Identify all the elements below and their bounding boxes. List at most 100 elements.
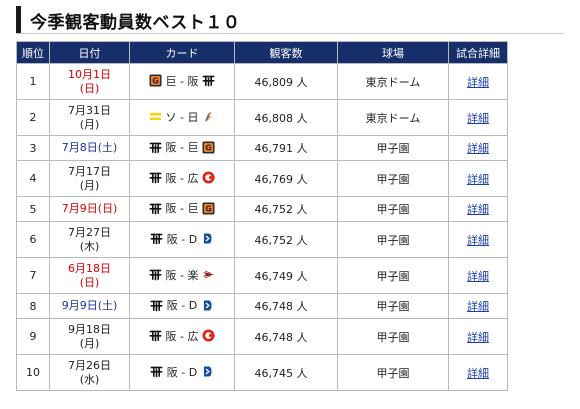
column-header-venue: 球場 — [337, 41, 449, 64]
matchup-text: 阪 - 広 — [165, 329, 199, 343]
rank-cell: 7 — [16, 257, 50, 294]
matchup-text: 阪 - D — [166, 232, 198, 246]
game-detail-link[interactable]: 詳細 — [467, 142, 489, 155]
card-cell: 阪 - 広 — [129, 318, 235, 355]
svg-text:G: G — [152, 77, 159, 86]
attendance-cell: 46,748 人 — [234, 318, 338, 355]
card-cell: 阪 - D — [129, 221, 235, 258]
giants-logo-icon: G — [149, 74, 162, 87]
rank-cell: 9 — [16, 318, 50, 355]
date-text: 7月27日 — [68, 225, 111, 239]
venue-cell: 東京ドーム — [337, 99, 449, 136]
weekday-text: (日) — [79, 81, 100, 95]
carp-logo-icon — [202, 171, 216, 184]
game-detail-link[interactable]: 詳細 — [467, 172, 489, 186]
table-row: 4 7月17日 (月) 阪 - 広 46,769 人甲子園 詳細 — [16, 160, 508, 197]
game-detail-link[interactable]: 詳細 — [467, 203, 489, 216]
date-text: 7月31日 — [68, 103, 111, 117]
matchup: ソ - 日 — [149, 109, 216, 125]
game-detail-link[interactable]: 詳細 — [467, 300, 489, 313]
matchup: 阪 - D — [150, 364, 214, 380]
venue-cell: 甲子園 — [337, 135, 449, 161]
game-detail-link[interactable]: 詳細 — [467, 269, 489, 283]
matchup-text: 阪 - D — [166, 299, 198, 313]
venue-cell: 甲子園 — [337, 318, 449, 355]
table-row: 1 10月1日 (日) G 巨 - 阪 46,809 人東京ドーム 詳細 — [16, 63, 508, 100]
attendance-cell: 46,791 人 — [234, 135, 338, 161]
card-cell: 阪 - D — [129, 354, 235, 391]
attendance-cell: 46,809 人 — [234, 63, 338, 100]
tigers-logo-icon — [150, 365, 163, 378]
fighters-logo-icon — [202, 110, 215, 123]
weekday-text: (木) — [79, 239, 100, 253]
section-header: 今季観客動員数ベスト１０ — [16, 6, 564, 34]
baystars-logo-icon — [201, 232, 214, 245]
page-title: 今季観客動員数ベスト１０ — [30, 13, 241, 33]
date-text: 9月18日 — [68, 322, 111, 336]
card-cell: 阪 - 楽 — [129, 257, 235, 294]
table-row: 7 6月18日 (日) 阪 - 楽 46,749 人甲子園 詳細 — [16, 257, 508, 294]
column-header-detail: 試合詳細 — [448, 41, 508, 64]
detail-cell: 詳細 — [448, 293, 508, 319]
matchup-text: 阪 - 巨 — [165, 202, 199, 216]
weekday-text: (月) — [79, 178, 100, 192]
date-text: 7月17日 — [68, 164, 111, 178]
game-detail-link[interactable]: 詳細 — [467, 111, 489, 125]
game-detail-link[interactable]: 詳細 — [467, 75, 489, 89]
detail-cell: 詳細 — [448, 354, 508, 391]
swallows-logo-icon — [149, 110, 162, 123]
date-cell: 7月27日 (木) — [49, 221, 130, 258]
matchup-text: 阪 - 巨 — [165, 141, 199, 155]
date-text: 7月9日(日) — [61, 202, 118, 215]
table-row: 2 7月31日 (月) ソ - 日 46,808 人東京ドーム 詳細 — [16, 99, 508, 136]
game-detail-link[interactable]: 詳細 — [467, 366, 489, 380]
attendance-cell: 46,752 人 — [234, 221, 338, 258]
game-detail-link[interactable]: 詳細 — [467, 330, 489, 344]
date-cell: 7月17日 (月) — [49, 160, 130, 197]
detail-cell: 詳細 — [448, 135, 508, 161]
date-cell: 6月18日 (日) — [49, 257, 130, 294]
venue-cell: 甲子園 — [337, 160, 449, 197]
table-row: 3 7月8日(土) 阪 - 巨 G 46,791 人甲子園 詳細 — [16, 135, 508, 161]
date-text: 9月9日(土) — [61, 299, 118, 312]
date-cell: 10月1日 (日) — [49, 63, 130, 100]
detail-cell: 詳細 — [448, 196, 508, 222]
date-text: 7月8日(土) — [61, 141, 118, 154]
attendance-cell: 46,752 人 — [234, 196, 338, 222]
matchup: 阪 - D — [150, 231, 214, 247]
date-text: 6月18日 — [68, 261, 111, 275]
tigers-logo-icon — [149, 141, 162, 154]
venue-cell: 甲子園 — [337, 196, 449, 222]
matchup: 阪 - D — [150, 297, 214, 313]
table-row: 10 7月26日 (水) 阪 - D 46,745 人甲子園 詳細 — [16, 354, 508, 391]
matchup: 阪 - 広 — [149, 328, 216, 344]
venue-cell: 甲子園 — [337, 257, 449, 294]
rank-cell: 6 — [16, 221, 50, 258]
date-cell: 7月31日 (月) — [49, 99, 130, 136]
tigers-logo-icon — [149, 171, 162, 184]
table-row: 5 7月9日(日) 阪 - 巨 G 46,752 人甲子園 詳細 — [16, 196, 508, 222]
detail-cell: 詳細 — [448, 99, 508, 136]
game-detail-link[interactable]: 詳細 — [467, 233, 489, 247]
matchup: 阪 - 広 — [149, 170, 216, 186]
rank-cell: 1 — [16, 63, 50, 100]
date-cell: 7月8日(土) — [49, 135, 130, 161]
baystars-logo-icon — [201, 299, 214, 312]
svg-text:G: G — [206, 204, 213, 213]
column-header-card: カード — [129, 41, 235, 64]
date-text: 7月26日 — [68, 358, 111, 372]
matchup-text: 阪 - 楽 — [165, 268, 199, 282]
attendance-cell: 46,745 人 — [234, 354, 338, 391]
column-header-rank: 順位 — [16, 41, 50, 64]
detail-cell: 詳細 — [448, 257, 508, 294]
table-row: 9 9月18日 (月) 阪 - 広 46,748 人甲子園 詳細 — [16, 318, 508, 355]
column-header-date: 日付 — [49, 41, 130, 64]
giants-logo-icon: G — [202, 141, 215, 154]
tigers-logo-icon — [150, 232, 163, 245]
weekday-text: (月) — [79, 336, 100, 350]
